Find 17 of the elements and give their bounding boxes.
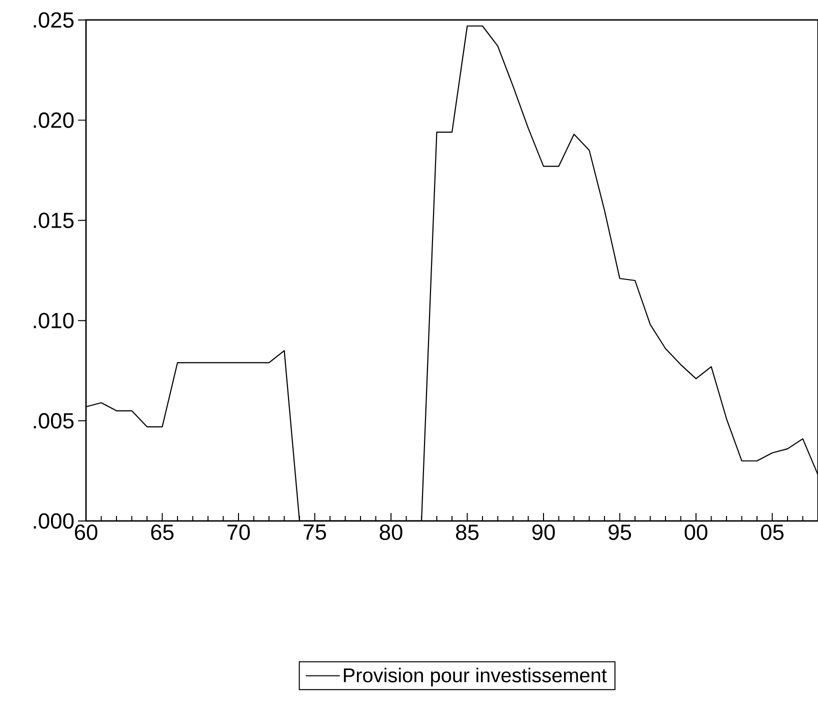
x-tick-label: 80	[380, 524, 402, 540]
y-tick-label: .020	[34, 112, 74, 128]
y-tick-label: .025	[34, 12, 74, 28]
x-tick-label: 05	[760, 524, 784, 540]
x-tick-label: 70	[227, 524, 250, 540]
x-tick-label: 60	[74, 524, 98, 540]
x-tick-label: 95	[608, 524, 632, 540]
x-tick-label: 90	[532, 524, 555, 540]
y-tick-label: .010	[34, 312, 74, 328]
x-tick-label: 85	[456, 524, 479, 540]
y-tick-label: .005	[34, 413, 74, 429]
x-tick-label: 75	[304, 524, 326, 540]
y-tick-label: .015	[34, 212, 74, 228]
y-tick-label: .000	[34, 513, 74, 529]
x-tick-label: 65	[151, 524, 174, 540]
x-tick-label: 00	[684, 524, 708, 540]
legend-label: Provision pour investissement	[344, 668, 607, 686]
